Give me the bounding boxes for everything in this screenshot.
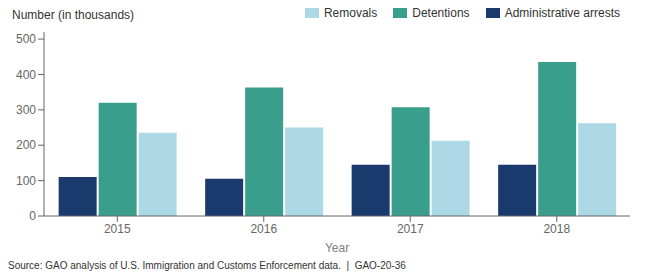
svg-text:300: 300 bbox=[16, 103, 36, 117]
svg-text:500: 500 bbox=[16, 32, 36, 46]
svg-text:100: 100 bbox=[16, 174, 36, 188]
svg-text:2015: 2015 bbox=[104, 222, 131, 236]
svg-text:2018: 2018 bbox=[543, 222, 570, 236]
html-text:Removals: Removals bbox=[323, 6, 378, 20]
html-text:Source: GAO analysis of U.S. I: Source: GAO analysis of U.S. Immigration… bbox=[8, 260, 406, 271]
svg-text:200: 200 bbox=[16, 138, 36, 152]
html-text:Number (in thousands): Number (in thousands) bbox=[12, 8, 135, 22]
svg-text:2016: 2016 bbox=[250, 222, 277, 236]
svg-text:400: 400 bbox=[16, 68, 36, 82]
svg-text:Year: Year bbox=[325, 241, 349, 254]
html-text:Detentions: Detentions bbox=[412, 6, 470, 20]
svg-text:0: 0 bbox=[29, 209, 36, 223]
html-text:Administrative arrests: Administrative arrests bbox=[504, 6, 620, 20]
svg-text:2017: 2017 bbox=[397, 222, 424, 236]
